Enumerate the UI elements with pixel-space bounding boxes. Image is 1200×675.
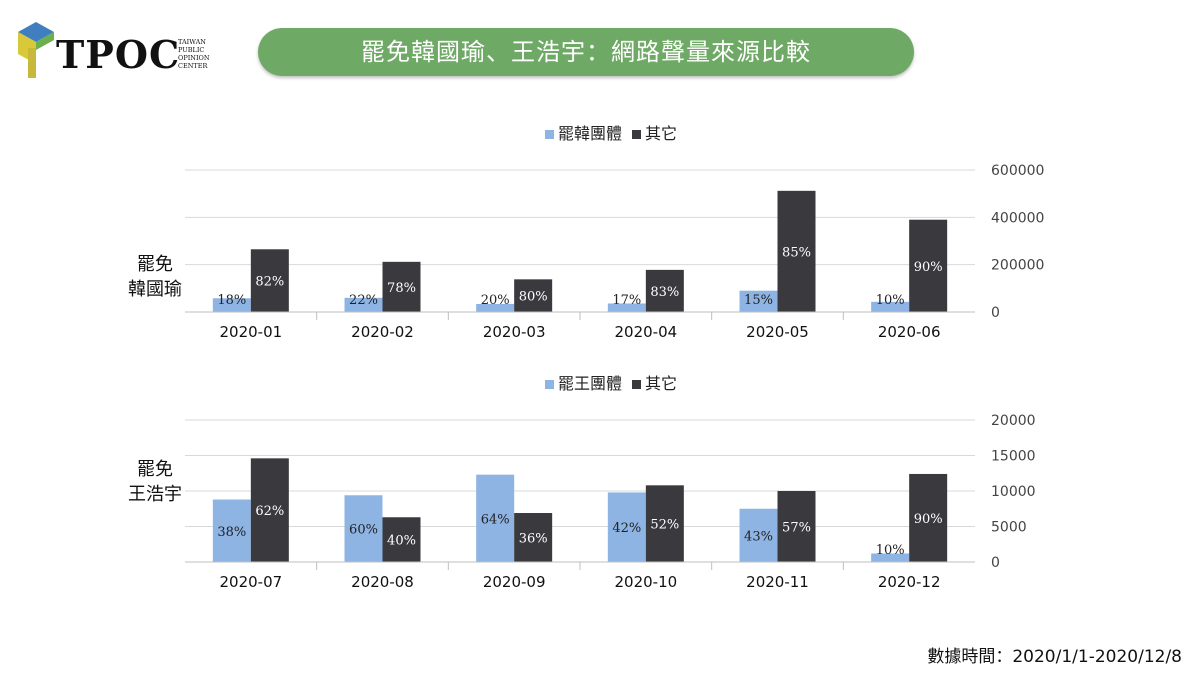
y-tick-label: 600000 [991, 163, 1044, 179]
row-label: 罷免 [137, 254, 173, 275]
bar-group [476, 474, 515, 562]
data-label: 15% [744, 293, 773, 308]
data-label: 42% [612, 521, 641, 536]
bar-group [871, 553, 910, 562]
data-label: 38% [217, 525, 246, 540]
bar-other [645, 485, 684, 562]
y-tick-label: 0 [991, 305, 1000, 321]
legend-swatch-group [545, 130, 554, 139]
row-label: 罷免 [137, 459, 173, 480]
y-tick-label: 200000 [991, 258, 1044, 274]
data-label: 90% [914, 260, 943, 275]
y-tick-label: 20000 [991, 413, 1036, 429]
tpoc-logo: TPOC TAIWAN PUBLIC OPINION CENTER [14, 18, 210, 82]
bar-other [777, 190, 816, 312]
data-label: 52% [650, 518, 679, 533]
data-label: 20% [481, 293, 510, 308]
y-tick-label: 15000 [991, 449, 1036, 465]
y-tick-label: 400000 [991, 210, 1044, 226]
x-tick-label: 2020-03 [483, 323, 546, 341]
data-label: 83% [650, 285, 679, 300]
bar-other [777, 491, 816, 562]
data-label: 90% [914, 512, 943, 527]
x-tick-label: 2020-08 [351, 573, 414, 591]
x-tick-label: 2020-06 [878, 323, 941, 341]
data-label: 64% [481, 512, 510, 527]
bar-group [871, 301, 910, 312]
data-label: 60% [349, 523, 378, 538]
legend-swatch-group [545, 380, 554, 389]
bar-group [607, 303, 646, 312]
data-label: 62% [255, 504, 284, 519]
data-label: 80% [519, 290, 548, 305]
legend-swatch-other [632, 380, 641, 389]
bar-other [250, 249, 289, 312]
y-tick-label: 0 [991, 555, 1000, 571]
bar-group [607, 492, 646, 562]
bar-group [739, 508, 778, 562]
x-tick-label: 2020-02 [351, 323, 414, 341]
data-label: 22% [349, 293, 378, 308]
bar-other [382, 517, 421, 562]
bar-other [382, 261, 421, 312]
bar-other [250, 458, 289, 562]
data-period-note: 數據時間：2020/1/1-2020/12/8 [927, 647, 1182, 667]
bar-other [645, 269, 684, 312]
x-tick-label: 2020-04 [614, 323, 677, 341]
data-label: 17% [612, 293, 641, 308]
row-label: 韓國瑜 [128, 279, 182, 300]
bar-other [514, 279, 553, 312]
data-label: 78% [387, 281, 416, 296]
legend-label-group: 罷韓團體 [558, 124, 622, 143]
legend-label-other: 其它 [645, 124, 677, 143]
data-label: 36% [519, 532, 548, 547]
page-title: 罷免韓國瑜、王浩宇：網路聲量來源比較 [258, 28, 914, 76]
bar-other [909, 473, 948, 562]
legend-label-group: 罷王團體 [558, 374, 622, 393]
legend-label-other: 其它 [645, 374, 677, 393]
bar-group [739, 290, 778, 312]
bar-other [909, 219, 948, 312]
x-tick-label: 2020-12 [878, 573, 941, 591]
x-tick-label: 2020-07 [219, 573, 282, 591]
bar-group [344, 297, 383, 312]
logo-subtext: TAIWAN PUBLIC OPINION CENTER [178, 38, 210, 70]
bar-group [212, 298, 251, 312]
x-tick-label: 2020-11 [746, 573, 809, 591]
y-tick-label: 5000 [991, 520, 1027, 536]
x-tick-label: 2020-09 [483, 573, 546, 591]
y-tick-label: 10000 [991, 484, 1036, 500]
bar-other [514, 513, 553, 562]
x-tick-label: 2020-05 [746, 323, 809, 341]
x-tick-label: 2020-01 [219, 323, 282, 341]
data-label: 18% [217, 293, 246, 308]
data-label: 10% [876, 543, 905, 558]
logo-text: TPOC [56, 32, 181, 77]
data-label: 43% [744, 529, 773, 544]
bar-group [344, 495, 383, 562]
data-label: 85% [782, 245, 811, 260]
row-label: 王浩宇 [128, 484, 182, 505]
data-label: 82% [255, 275, 284, 290]
data-label: 10% [876, 293, 905, 308]
legend-swatch-other [632, 130, 641, 139]
logo-cube-icon [18, 22, 54, 78]
bar-group [212, 499, 251, 562]
x-tick-label: 2020-10 [614, 573, 677, 591]
data-label: 40% [387, 534, 416, 549]
data-label: 57% [782, 521, 811, 536]
bar-group [476, 303, 515, 312]
